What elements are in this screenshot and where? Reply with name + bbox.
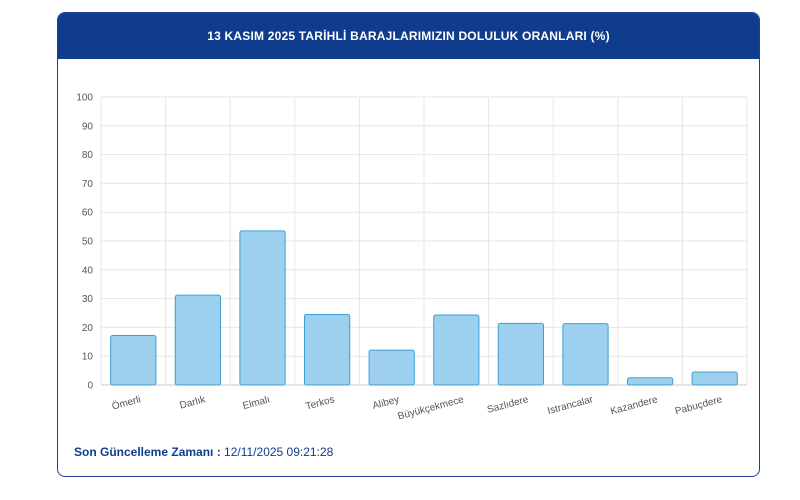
last-update-label: Son Güncelleme Zamanı : bbox=[74, 445, 221, 459]
bar-chart: 0 10 20 30 40 50 60 70 80 90 100 Ömerli Darlık Elmalı… bbox=[76, 93, 748, 422]
last-update: Son Güncelleme Zamanı : 12/11/2025 09:21… bbox=[74, 445, 333, 459]
x-tick-label: Büyükçekmece bbox=[397, 394, 466, 419]
x-tick-label: Alibey bbox=[371, 394, 400, 412]
x-tick-label: Terkos bbox=[305, 394, 336, 412]
y-tick-label: 60 bbox=[82, 208, 94, 219]
x-tick-label: Kazandere bbox=[609, 394, 659, 417]
y-tick-label: 100 bbox=[76, 93, 93, 104]
bar-0[interactable] bbox=[110, 334, 157, 386]
bar-3[interactable] bbox=[303, 313, 351, 386]
x-tick-label: Ömerli bbox=[111, 393, 143, 412]
x-tick-label: Darlık bbox=[179, 394, 208, 412]
x-tick-label: Pabuçdere bbox=[674, 394, 724, 417]
card-header: 13 KASIM 2025 TARİHLİ BARAJLARIMIZIN DOL… bbox=[58, 13, 759, 59]
y-tick-label: 40 bbox=[82, 265, 94, 276]
bar-4[interactable] bbox=[368, 349, 415, 386]
bar-7[interactable] bbox=[562, 323, 609, 386]
bar-2[interactable] bbox=[239, 230, 286, 386]
chart-title: 13 KASIM 2025 TARİHLİ BARAJLARIMIZIN DOL… bbox=[207, 29, 610, 43]
y-tick-label: 10 bbox=[82, 352, 94, 363]
chart-area: 0 10 20 30 40 50 60 70 80 90 100 Ömerli Darlık Elmalı… bbox=[58, 59, 759, 422]
chart-card: 13 KASIM 2025 TARİHLİ BARAJLARIMIZIN DOL… bbox=[57, 12, 760, 477]
bar-6[interactable] bbox=[497, 322, 545, 386]
y-tick-label: 50 bbox=[82, 237, 94, 248]
x-tick-label: Elmalı bbox=[242, 394, 272, 412]
bar-5[interactable] bbox=[433, 314, 480, 386]
bar-8[interactable] bbox=[626, 377, 674, 386]
x-tick-label: Sazlıdere bbox=[486, 394, 530, 416]
y-tick-label: 0 bbox=[87, 381, 93, 392]
bar-1[interactable] bbox=[174, 294, 222, 386]
x-tick-label: Istrancalar bbox=[546, 394, 595, 417]
last-update-value: 12/11/2025 09:21:28 bbox=[224, 445, 334, 459]
y-tick-label: 90 bbox=[82, 121, 94, 132]
y-tick-label: 30 bbox=[82, 294, 94, 305]
bar-9[interactable] bbox=[691, 371, 738, 386]
y-tick-label: 20 bbox=[82, 323, 94, 334]
y-tick-label: 70 bbox=[82, 179, 94, 190]
y-tick-label: 80 bbox=[82, 150, 94, 161]
